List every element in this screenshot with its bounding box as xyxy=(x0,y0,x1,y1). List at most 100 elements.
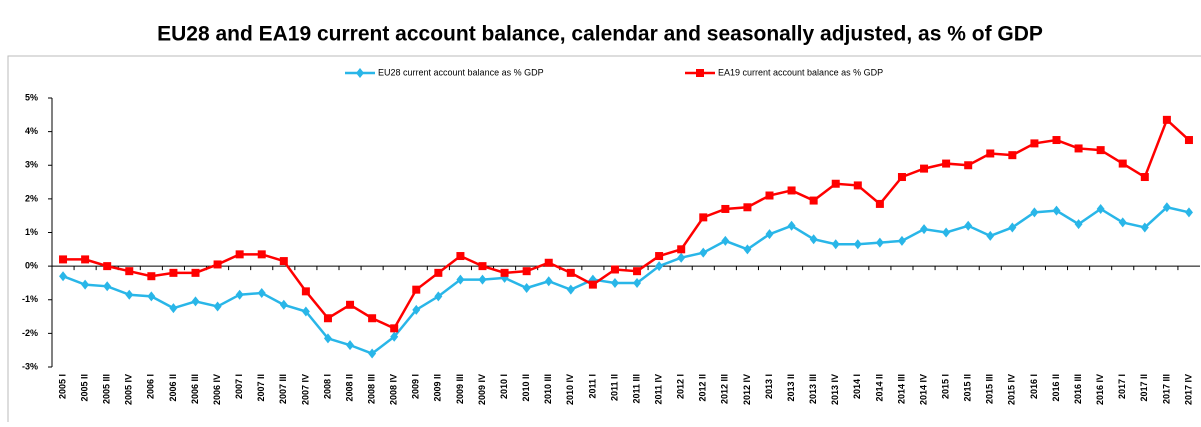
x-tick-label: 2005 III xyxy=(102,374,112,404)
marker xyxy=(1162,202,1171,213)
marker xyxy=(390,331,399,342)
x-tick-label: 2006 II xyxy=(168,374,178,402)
x-tick-label: 2016 II xyxy=(1051,374,1061,402)
marker xyxy=(787,186,796,195)
marker xyxy=(125,267,134,276)
x-tick-label: 2012 I xyxy=(676,374,686,399)
x-tick-label: 2008 I xyxy=(322,374,332,399)
legend-label: EA19 current account balance as % GDP xyxy=(718,67,883,77)
marker xyxy=(213,260,222,269)
x-tick-label: 2012 II xyxy=(698,374,708,402)
x-tick-label: 2014 IV xyxy=(918,374,928,405)
marker xyxy=(478,262,487,271)
x-tick-label: 2007 IV xyxy=(300,374,310,405)
marker xyxy=(1118,159,1127,168)
x-tick-label: 2009 II xyxy=(433,374,443,402)
y-tick-label: -3% xyxy=(22,361,38,371)
marker xyxy=(257,288,266,299)
marker xyxy=(522,267,531,276)
marker xyxy=(323,314,332,323)
y-tick-label: 1% xyxy=(25,227,38,237)
marker xyxy=(1140,173,1149,182)
x-tick-label: 2015 IV xyxy=(1007,374,1017,405)
y-tick-label: 5% xyxy=(25,92,38,102)
marker xyxy=(566,284,575,295)
x-tick-label: 2008 II xyxy=(344,374,354,402)
marker xyxy=(699,213,708,222)
marker xyxy=(699,247,708,258)
marker xyxy=(456,274,465,285)
marker xyxy=(1052,136,1061,145)
marker xyxy=(655,252,664,261)
x-tick-label: 2015 II xyxy=(963,374,973,402)
x-tick-label: 2010 II xyxy=(521,374,531,402)
x-tick-label: 2012 III xyxy=(720,374,730,404)
x-tick-label: 2016 IV xyxy=(1095,374,1105,405)
marker xyxy=(412,285,421,294)
marker xyxy=(588,280,597,289)
marker xyxy=(677,245,686,254)
marker xyxy=(897,173,906,182)
marker xyxy=(103,262,112,271)
marker xyxy=(986,230,995,241)
marker xyxy=(544,258,553,267)
marker xyxy=(1008,222,1017,233)
y-tick-label: 2% xyxy=(25,193,38,203)
marker xyxy=(875,199,884,208)
marker xyxy=(478,274,487,285)
marker xyxy=(544,276,553,287)
x-tick-label: 2007 II xyxy=(256,374,266,402)
marker xyxy=(279,299,288,310)
marker xyxy=(434,291,443,302)
marker xyxy=(920,224,929,235)
marker xyxy=(1184,207,1193,218)
x-tick-label: 2011 IV xyxy=(653,374,663,405)
x-tick-label: 2012 IV xyxy=(742,374,752,405)
x-tick-label: 2007 I xyxy=(234,374,244,399)
marker xyxy=(301,287,310,296)
marker xyxy=(1052,205,1061,216)
marker xyxy=(257,250,266,259)
x-tick-label: 2017 III xyxy=(1161,374,1171,404)
marker xyxy=(566,268,575,277)
marker xyxy=(59,271,68,282)
x-tick-label: 2008 III xyxy=(366,374,376,404)
marker xyxy=(942,159,951,168)
marker xyxy=(323,333,332,344)
x-tick-label: 2016 I xyxy=(1029,374,1039,399)
marker xyxy=(765,191,774,200)
marker xyxy=(1096,203,1105,214)
x-tick-label: 2006 IV xyxy=(212,374,222,405)
marker xyxy=(390,324,399,333)
marker xyxy=(897,235,906,246)
marker xyxy=(169,303,178,314)
x-tick-label: 2006 III xyxy=(190,374,200,404)
x-tick-label: 2009 I xyxy=(411,374,421,399)
marker xyxy=(964,161,973,170)
marker xyxy=(875,237,884,248)
marker xyxy=(147,291,156,302)
marker xyxy=(920,164,929,173)
x-tick-label: 2009 IV xyxy=(477,374,487,405)
marker xyxy=(721,235,730,246)
x-tick-label: 2005 IV xyxy=(124,374,134,405)
marker xyxy=(655,261,664,272)
marker xyxy=(1096,146,1105,155)
x-tick-label: 2007 III xyxy=(278,374,288,404)
marker xyxy=(1162,115,1171,124)
marker xyxy=(809,234,818,245)
x-tick-label: 2017 IV xyxy=(1183,374,1193,405)
x-tick-label: 2011 II xyxy=(609,374,619,401)
marker xyxy=(368,314,377,323)
marker xyxy=(522,282,531,293)
x-tick-label: 2013 III xyxy=(808,374,818,404)
x-tick-label: 2015 III xyxy=(985,374,995,404)
marker xyxy=(633,267,642,276)
marker xyxy=(346,300,355,309)
marker xyxy=(831,239,840,250)
marker xyxy=(721,204,730,213)
marker xyxy=(1140,222,1149,233)
y-tick-label: 3% xyxy=(25,160,38,170)
